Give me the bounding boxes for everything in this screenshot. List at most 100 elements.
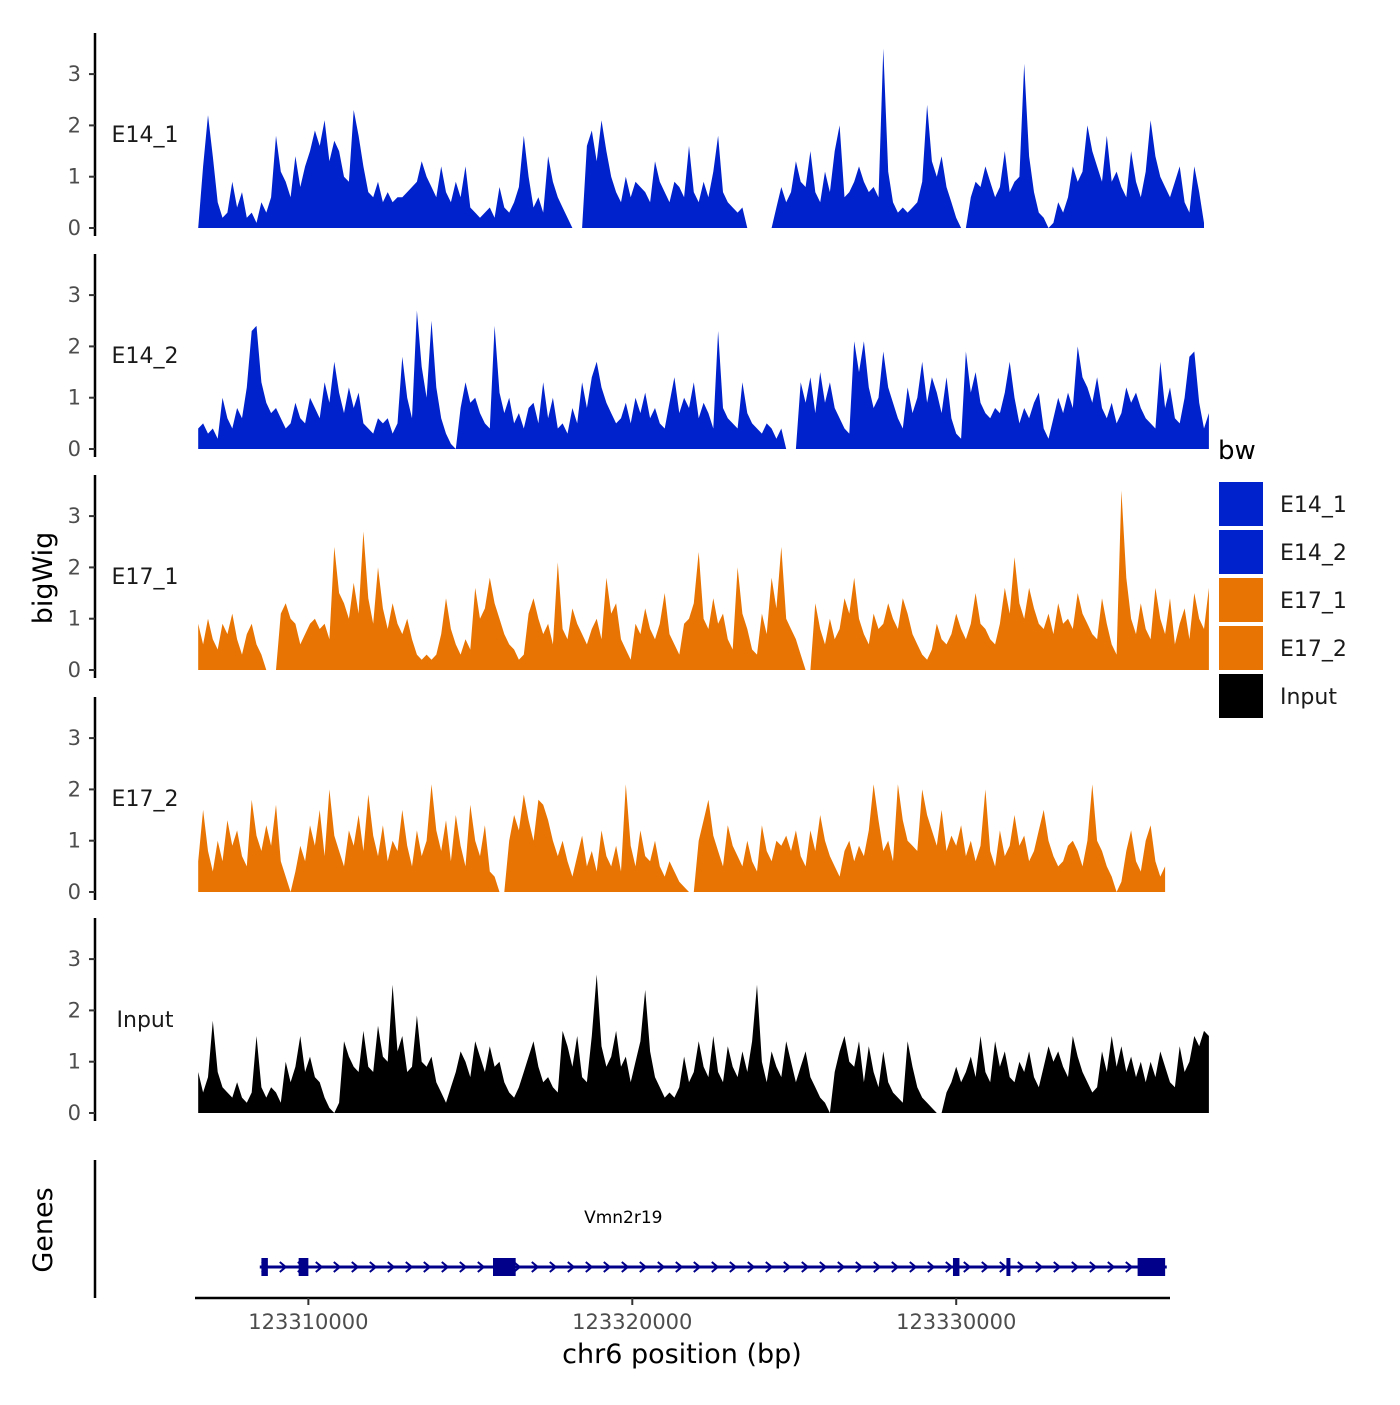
strand-arrow [711,1261,720,1273]
legend-label: Input [1280,685,1337,710]
y-tick-label: 2 [68,113,81,137]
track-Input: 0 1 2 3 Input [68,918,1209,1125]
legend-item-E17_2: E17_2 [1219,626,1347,670]
gene-name-label: Vmn2r19 [584,1208,662,1228]
strand-arrow [513,1261,522,1273]
legend-label: E17_2 [1280,637,1347,662]
track-label: E17_2 [112,787,179,812]
gene-exon [1137,1258,1166,1276]
strand-arrow [369,1261,378,1273]
strand-arrow [333,1261,342,1273]
y-tick-label: 2 [68,777,81,801]
y-axis-title: bigWig [28,532,59,625]
x-axis: 123310000 123320000 123330000 [195,1296,1170,1334]
track-E17_1: 0 1 2 3 E17_1 [68,475,1209,682]
track-label: E14_1 [112,123,179,148]
strand-arrow [387,1261,396,1273]
x-axis-title: chr6 position (bp) [562,1339,802,1370]
track-label: Input [117,1008,174,1033]
legend-swatch [1219,530,1263,574]
legend-swatch [1219,674,1263,718]
track-E14_2: 0 1 2 3 E14_2 [68,254,1209,461]
legend-swatch [1219,482,1263,526]
strand-arrow [657,1261,666,1273]
coverage-area-E14_2 [198,310,1209,449]
y-tick-label: 2 [68,998,81,1022]
strand-arrow [693,1261,702,1273]
strand-arrow [765,1261,774,1273]
legend-item-E14_2: E14_2 [1219,530,1347,574]
y-tick-label: 1 [68,607,81,631]
gene-exon [1006,1258,1011,1276]
y-tick-label: 3 [68,947,81,971]
strand-arrow [873,1261,882,1273]
x-tick-label: 123310000 [248,1310,368,1334]
strand-arrow [315,1261,324,1273]
strand-arrow [477,1261,486,1273]
strand-arrow [1035,1261,1044,1273]
y-tick-label: 3 [68,726,81,750]
strand-arrow [531,1261,540,1273]
strand-arrow [603,1261,612,1273]
strand-arrow [747,1261,756,1273]
strand-arrow [855,1261,864,1273]
legend: E14_1 E14_2 E17_1 E17_2 Input [1219,482,1347,718]
x-tick-label: 123320000 [572,1310,692,1334]
y-tick-label: 1 [68,829,81,853]
strand-arrow [405,1261,414,1273]
strand-arrow [279,1261,288,1273]
strand-arrow [783,1261,792,1273]
strand-arrow [909,1261,918,1273]
strand-arrow [639,1261,648,1273]
y-tick-label: 0 [68,1101,81,1125]
coverage-area-E17_1 [198,490,1209,670]
gene-exon [298,1258,309,1276]
genes-axis-title: Genes [28,1187,59,1272]
strand-arrow [675,1261,684,1273]
y-tick-label: 1 [68,1050,81,1074]
legend-item-Input: Input [1219,674,1337,718]
strand-arrow [1053,1261,1062,1273]
strand-arrow [1125,1261,1134,1273]
legend-swatch [1219,578,1263,622]
gene-exon [261,1258,268,1276]
strand-arrow [441,1261,450,1273]
strand-arrow [567,1261,576,1273]
strand-arrow [891,1261,900,1273]
gene-exon [952,1258,960,1276]
y-tick-label: 3 [68,62,81,86]
strand-arrow [819,1261,828,1273]
strand-arrow [963,1261,972,1273]
tracks-layer: 0 1 2 3 E14_1 0 1 2 3 E14_2 0 1 2 3 E17_1 0 1 2 3 E17_2 0 1 2 3… [68,33,1209,1125]
coverage-area-E17_2 [198,784,1166,892]
strand-arrow [585,1261,594,1273]
track-E17_2: 0 1 2 3 E17_2 [68,697,1166,904]
y-tick-label: 3 [68,504,81,528]
strand-arrow [621,1261,630,1273]
strand-arrow [999,1261,1008,1273]
y-tick-label: 3 [68,283,81,307]
strand-arrow [459,1261,468,1273]
gene-track: Vmn2r19 [93,1160,1167,1298]
strand-arrow [837,1261,846,1273]
y-tick-label: 0 [68,880,81,904]
strand-arrow [351,1261,360,1273]
track-label: E14_2 [112,344,179,369]
strand-arrow [1107,1261,1116,1273]
track-label: E17_1 [112,565,179,590]
strand-arrow [1089,1261,1098,1273]
y-tick-label: 0 [68,216,81,240]
legend-item-E17_1: E17_1 [1219,578,1347,622]
strand-arrow [1017,1261,1026,1273]
strand-arrow [1071,1261,1080,1273]
coverage-area-Input [198,974,1209,1113]
strand-arrow [801,1261,810,1273]
legend-label: E14_1 [1280,493,1347,518]
gene-Vmn2r19: Vmn2r19 [259,1208,1167,1276]
strand-arrow [981,1261,990,1273]
y-tick-label: 2 [68,555,81,579]
strand-arrow [549,1261,558,1273]
coverage-area-E14_1 [198,48,1204,228]
